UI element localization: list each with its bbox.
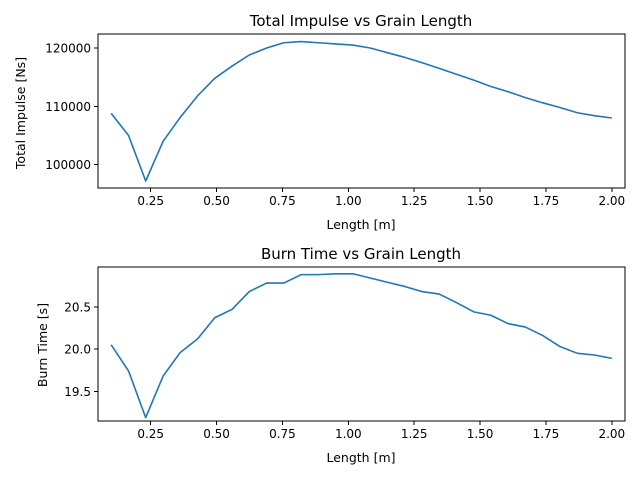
impulse-x-tick-label: 1.25 xyxy=(401,194,428,208)
burn-time-x-tick-label: 1.75 xyxy=(533,427,560,441)
burn-time-chart-title: Burn Time vs Grain Length xyxy=(261,245,461,263)
burn-time-y-tick-label: 20.0 xyxy=(64,343,91,357)
impulse-x-tick-label: 0.25 xyxy=(137,194,164,208)
burn-time-x-tick-label: 0.25 xyxy=(137,427,164,441)
burn-time-x-axis-label: Length [m] xyxy=(326,450,395,465)
burn-time-y-tick-label: 20.5 xyxy=(64,300,91,314)
impulse-y-tick-label: 100000 xyxy=(45,158,91,172)
burn-time-series-line xyxy=(110,272,612,419)
burn-time-x-tick-label: 1.25 xyxy=(401,427,428,441)
impulse-x-tick-label: 0.50 xyxy=(203,194,230,208)
impulse-y-tick-label: 110000 xyxy=(45,100,91,114)
burn-time-ticks: 0.25 0.50 0.75 1.00 1.25 1.50 1.75 2.00 19.5 20.0… xyxy=(64,300,625,441)
burn-time-x-tick-label: 0.50 xyxy=(203,427,230,441)
burn-time-x-tick-label: 2.00 xyxy=(598,427,625,441)
impulse-chart: Total Impulse vs Grain Length Length [m]… xyxy=(13,12,626,232)
impulse-y-tick-label: 120000 xyxy=(45,42,91,56)
impulse-x-tick-label: 1.00 xyxy=(335,194,362,208)
impulse-chart-title: Total Impulse vs Grain Length xyxy=(249,12,472,30)
impulse-plot-frame xyxy=(97,33,626,189)
burn-time-x-tick-label: 1.00 xyxy=(335,427,362,441)
burn-time-plot-frame xyxy=(97,266,626,422)
impulse-x-tick-label: 2.00 xyxy=(598,194,625,208)
burn-time-x-tick-label: 0.75 xyxy=(269,427,296,441)
impulse-x-axis-label: Length [m] xyxy=(326,217,395,232)
impulse-x-tick-label: 0.75 xyxy=(269,194,296,208)
burn-time-chart: Burn Time vs Grain Length Length [m] Bur… xyxy=(35,245,626,465)
impulse-series-line xyxy=(110,40,612,182)
impulse-x-tick-label: 1.75 xyxy=(533,194,560,208)
burn-time-y-tick-label: 19.5 xyxy=(64,385,91,399)
impulse-y-axis-label: Total Impulse [Ns] xyxy=(13,57,28,170)
burn-time-y-axis-label: Burn Time [s] xyxy=(35,303,50,387)
burn-time-x-tick-label: 1.50 xyxy=(467,427,494,441)
impulse-x-tick-label: 1.50 xyxy=(467,194,494,208)
impulse-ticks: 0.25 0.50 0.75 1.00 1.25 1.50 1.75 2.00 100000 11… xyxy=(45,42,625,209)
